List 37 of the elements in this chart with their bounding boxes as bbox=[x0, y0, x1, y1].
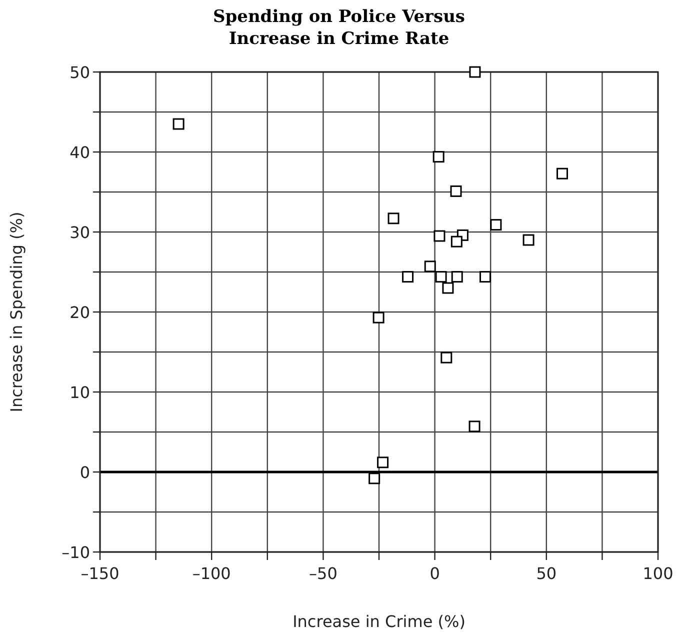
x-tick-label: –150 bbox=[80, 564, 120, 583]
point bbox=[450, 236, 462, 248]
y-tick-label: 40 bbox=[70, 143, 90, 162]
point bbox=[490, 219, 502, 231]
point bbox=[469, 66, 481, 78]
y-tick-label: 0 bbox=[80, 463, 90, 482]
x-tick-label: –50 bbox=[309, 564, 338, 583]
x-tick-label: 100 bbox=[642, 564, 674, 583]
point bbox=[368, 472, 380, 484]
point bbox=[434, 230, 446, 242]
point bbox=[442, 282, 454, 294]
y-tick-label: –10 bbox=[62, 543, 90, 562]
point bbox=[435, 271, 447, 283]
point bbox=[451, 271, 463, 283]
x-tick-label: –100 bbox=[192, 564, 231, 583]
y-tick-label: 10 bbox=[70, 383, 90, 402]
point bbox=[440, 352, 452, 364]
point bbox=[556, 168, 568, 180]
point bbox=[432, 151, 444, 163]
point bbox=[450, 185, 462, 197]
point bbox=[388, 212, 400, 224]
point bbox=[402, 271, 414, 283]
x-tick-label: 0 bbox=[430, 564, 440, 583]
y-tick-label: 30 bbox=[70, 223, 90, 242]
y-tick-label: 20 bbox=[70, 303, 90, 322]
point bbox=[377, 456, 389, 468]
point bbox=[424, 260, 436, 272]
x-axis-title: Increase in Crime (%) bbox=[292, 612, 466, 631]
chart-title: Spending on Police Versus Increase in Crime Rate bbox=[212, 7, 466, 49]
point bbox=[372, 312, 384, 324]
x-tick-label: 50 bbox=[536, 564, 557, 583]
point bbox=[172, 118, 184, 130]
y-axis-title: Increase in Spending (%) bbox=[7, 212, 26, 412]
point bbox=[468, 420, 480, 432]
point bbox=[479, 271, 491, 283]
y-tick-label: 50 bbox=[70, 63, 90, 82]
point bbox=[522, 234, 534, 246]
